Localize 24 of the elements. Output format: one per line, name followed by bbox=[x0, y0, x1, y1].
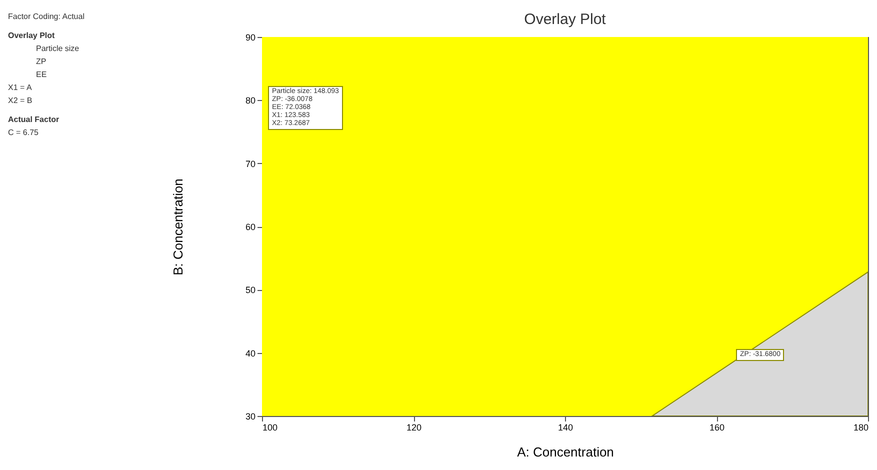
text: Overlay Plot bbox=[8, 30, 56, 42]
x-tick-label: 140 bbox=[558, 422, 574, 432]
y-tick-label: 80 bbox=[245, 96, 256, 106]
x-tick-label: 180 bbox=[853, 422, 868, 432]
y-tick-label: 40 bbox=[245, 348, 256, 358]
y-tick-label: 30 bbox=[245, 412, 256, 422]
text: Factor Coding: Actual bbox=[8, 11, 84, 23]
y-tick-label: 90 bbox=[245, 32, 256, 42]
x-tick-label: 120 bbox=[406, 422, 422, 432]
x-tick-label: 160 bbox=[709, 422, 725, 432]
text: Particle size bbox=[35, 43, 80, 55]
x-axis-title: A: Concentration bbox=[517, 444, 614, 460]
y-axis-title: B: Concentration bbox=[170, 178, 186, 276]
y-tick-label: 60 bbox=[245, 222, 256, 232]
text: X1 = A bbox=[8, 82, 33, 94]
chart-title: Overlay Plot bbox=[524, 11, 607, 28]
y-tick-label: 70 bbox=[245, 158, 256, 169]
y-tick-label: 50 bbox=[245, 285, 256, 296]
text: ZP bbox=[35, 56, 48, 68]
x-tick-label: 100 bbox=[262, 422, 278, 432]
text: EE bbox=[35, 69, 48, 81]
text: X2 = B bbox=[8, 95, 34, 107]
text: Actual Factor bbox=[8, 114, 60, 126]
text: C = 6.75 bbox=[8, 127, 40, 139]
